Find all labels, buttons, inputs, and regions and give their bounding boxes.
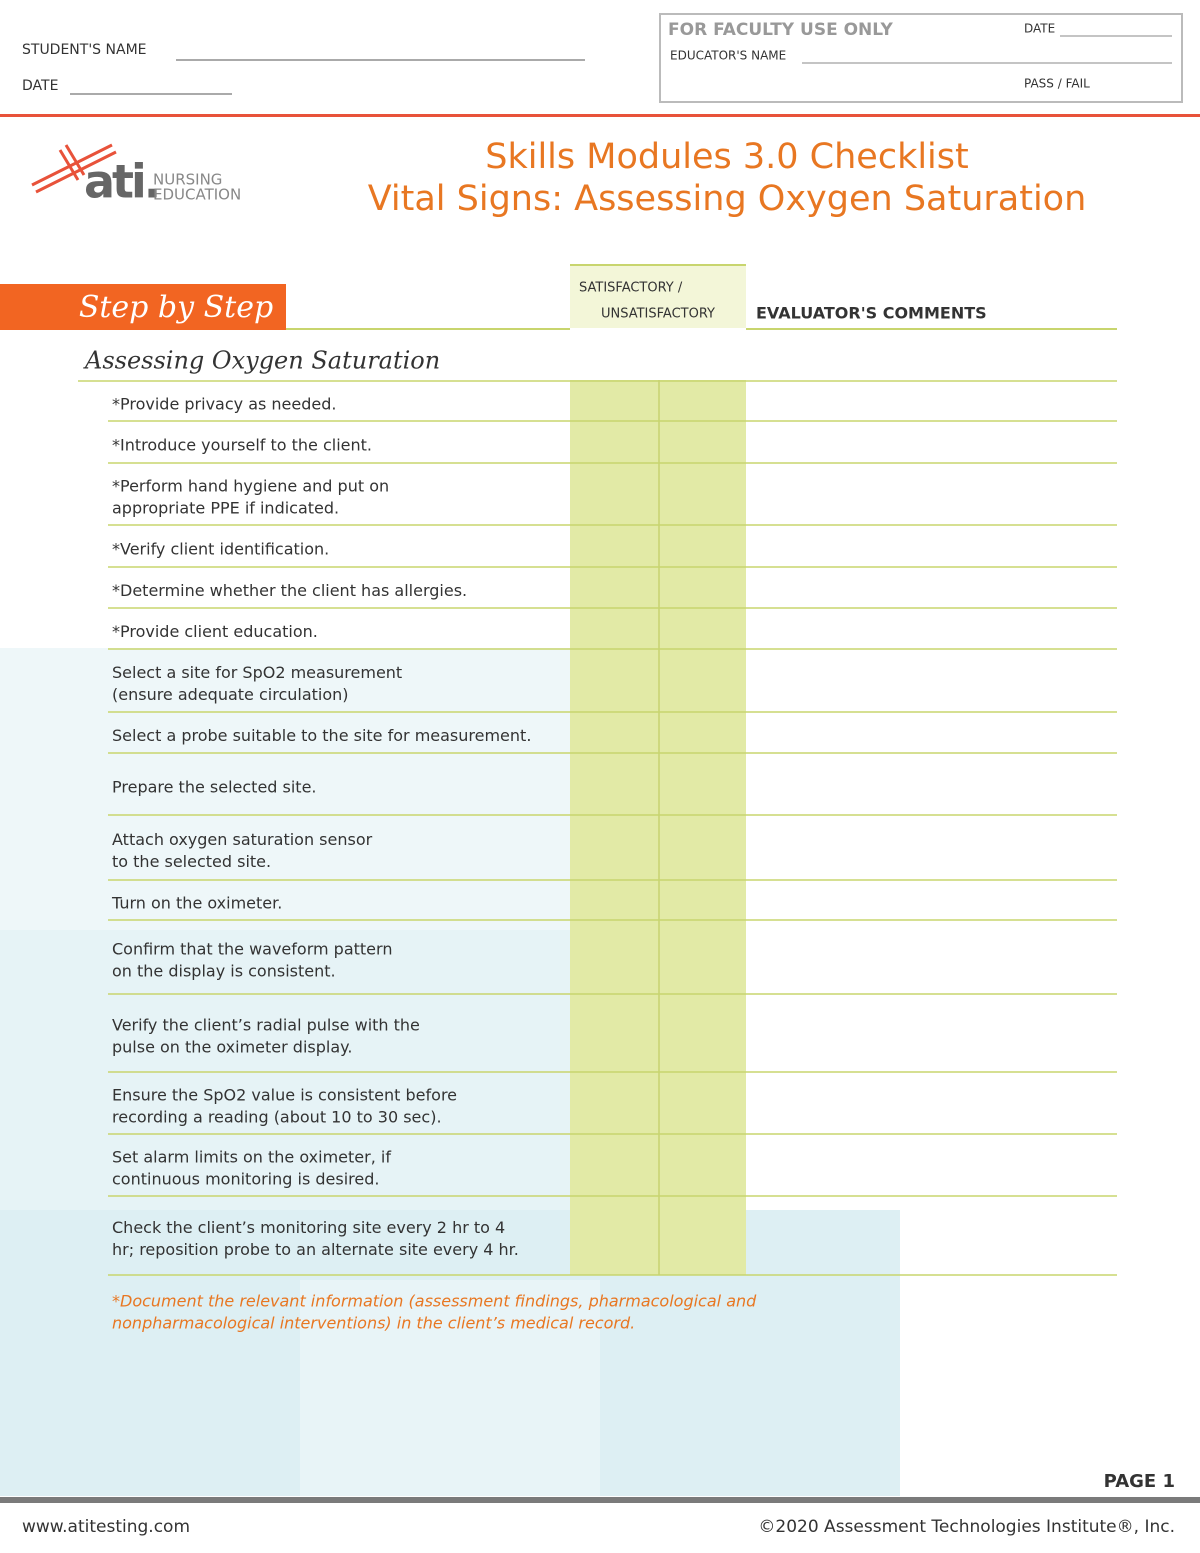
step-text: *Provide client education. (112, 622, 318, 641)
status-column (570, 380, 746, 1275)
page-number: PAGE 1 (1104, 1471, 1175, 1492)
faculty-title: FOR FACULTY USE ONLY (668, 20, 893, 40)
step-text: Select a probe suitable to the site for … (112, 726, 531, 745)
faculty-box (659, 13, 1183, 103)
step-text: (ensure adequate circulation) (112, 685, 349, 704)
step-text: recording a reading (about 10 to 30 sec)… (112, 1108, 442, 1127)
background (0, 648, 900, 1496)
footer-text: ©2020 Assessment Technologies Institute®… (758, 1517, 1175, 1537)
step-text: hr; reposition probe to an alternate sit… (112, 1240, 519, 1259)
step-text: Turn on the oximeter. (111, 894, 282, 913)
divider (0, 114, 1200, 117)
label: PASS / FAIL (1024, 77, 1090, 91)
section-title: Assessing Oxygen Saturation (83, 347, 440, 375)
step-text: on the display is consistent. (112, 962, 336, 981)
banner (0, 284, 286, 330)
step-text: Prepare the selected site. (112, 778, 317, 797)
title: Skills Modules 3.0 Checklist (485, 137, 969, 177)
step-text: Confirm that the waveform pattern (112, 940, 392, 959)
label: DATE (22, 78, 58, 94)
column-header: EVALUATOR'S COMMENTS (756, 304, 987, 323)
footer-bar (0, 1497, 1200, 1503)
label: DATE (1024, 22, 1055, 36)
logo-text: NURSING (153, 171, 222, 189)
footnote: nonpharmacological interventions) in the… (112, 1314, 635, 1333)
step-text: to the selected site. (112, 852, 271, 871)
step-text: *Verify client identification. (112, 540, 329, 559)
step-text: Ensure the SpO2 value is consistent befo… (112, 1086, 457, 1105)
step-text: Check the client’s monitoring site every… (112, 1218, 505, 1237)
footnote: *Document the relevant information (asse… (112, 1292, 757, 1311)
step-text: appropriate PPE if indicated. (112, 499, 339, 518)
logo-mark: ati. (84, 155, 158, 209)
step-text: *Determine whether the client has allerg… (112, 581, 467, 600)
logo-text: EDUCATION (153, 186, 241, 204)
banner-text: Step by Step (79, 290, 273, 325)
step-text: *Provide privacy as needed. (112, 395, 336, 414)
step-text: Attach oxygen saturation sensor (112, 830, 373, 849)
step-text: *Introduce yourself to the client. (112, 436, 372, 455)
status-header (570, 264, 746, 328)
step-text: continuous monitoring is desired. (112, 1170, 379, 1189)
column-header: SATISFACTORY / (579, 281, 683, 296)
label: STUDENT'S NAME (22, 42, 147, 58)
label: EDUCATOR'S NAME (670, 49, 786, 63)
step-text: Select a site for SpO2 measurement (112, 663, 402, 682)
content: STUDENT'S NAME DATE FOR FACULTY USE ONLY DA… (22, 20, 1175, 1537)
footer-text: www.atitesting.com (22, 1517, 190, 1537)
step-text: *Perform hand hygiene and put on (112, 477, 389, 496)
title: Vital Signs: Assessing Oxygen Saturation (368, 179, 1087, 219)
logo-cross (31, 143, 117, 194)
step-text: Verify the client’s radial pulse with th… (112, 1016, 420, 1035)
step-text: Set alarm limits on the oximeter, if (112, 1148, 391, 1167)
column-header: UNSATISFACTORY (601, 307, 715, 322)
step-text: pulse on the oximeter display. (112, 1038, 352, 1057)
